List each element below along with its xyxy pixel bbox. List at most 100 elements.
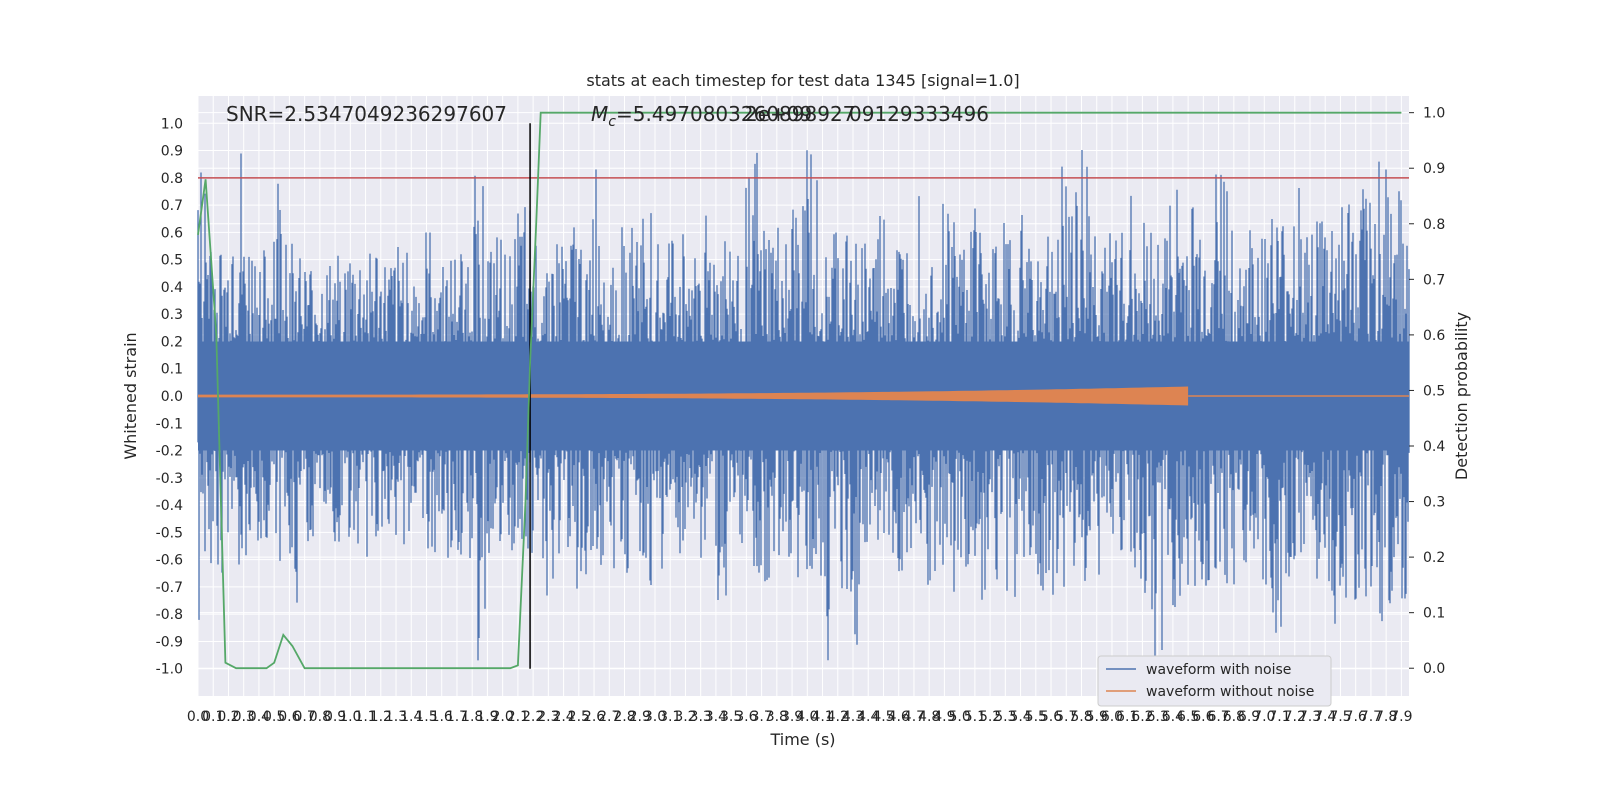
chirp-mass-tail: 09129333496 xyxy=(849,102,989,126)
y-tick-label: 0.3 xyxy=(161,307,183,323)
y-right-tick-label: 0.1 xyxy=(1423,606,1445,622)
x-tick-label: 4.9 xyxy=(933,709,955,725)
chirp-mass-symbol: M xyxy=(591,102,608,126)
legend-label-noise: waveform with noise xyxy=(1146,662,1291,678)
y-tick-label: 0.0 xyxy=(161,389,183,405)
x-tick-label: 4.6 xyxy=(888,709,910,725)
x-tick-label: 3.8 xyxy=(766,709,788,725)
x-tick-label: 1.9 xyxy=(476,709,498,725)
x-tick-label: 0.0 xyxy=(187,709,209,725)
y-tick-label: -0.6 xyxy=(156,553,183,569)
x-tick-label: 5.5 xyxy=(1025,709,1047,725)
y-tick-label: 0.8 xyxy=(161,171,183,187)
y-tick-label: 1.0 xyxy=(161,116,183,132)
x-tick-label: 0.6 xyxy=(278,709,300,725)
x-tick-label: 7.0 xyxy=(1253,709,1275,725)
y-right-tick-label: 0.3 xyxy=(1423,495,1445,511)
x-tick-label: 1.2 xyxy=(370,709,392,725)
x-tick-label: 6.3 xyxy=(1147,709,1169,725)
x-tick-label: 4.7 xyxy=(903,709,925,725)
y-tick-label: -1.0 xyxy=(156,662,183,678)
x-tick-label: 1.6 xyxy=(431,709,453,725)
y-tick-label: 0.9 xyxy=(161,144,183,160)
x-tick-label: 5.3 xyxy=(994,709,1016,725)
x-tick-label: 5.0 xyxy=(949,709,971,725)
y-tick-label: 0.4 xyxy=(161,280,183,296)
x-tick-label: 2.3 xyxy=(537,709,559,725)
chirp-mass-annotation: Mc=5.4970803260898927 xyxy=(591,102,855,130)
x-tick-label: 5.7 xyxy=(1055,709,1077,725)
y-axis-label: Whitened strain xyxy=(121,332,140,459)
legend: waveform with noise waveform without noi… xyxy=(1097,655,1332,707)
x-tick-label: 7.7 xyxy=(1360,709,1382,725)
x-tick-label: 3.9 xyxy=(781,709,803,725)
x-tick-label: 3.7 xyxy=(750,709,772,725)
x-tick-label: 0.1 xyxy=(202,709,224,725)
snr-annotation: SNR=2.5347049236297607 xyxy=(226,102,507,126)
x-tick-label: 6.2 xyxy=(1131,709,1153,725)
y-tick-label: 0.5 xyxy=(161,253,183,269)
x-tick-label: 4.1 xyxy=(811,709,833,725)
x-tick-label: 2.5 xyxy=(568,709,590,725)
x-tick-label: 3.1 xyxy=(659,709,681,725)
series-detection-probability xyxy=(197,111,1402,670)
y-right-axis-label: Detection probability xyxy=(1452,312,1471,480)
y-right-tick-label: 0.9 xyxy=(1423,161,1445,177)
x-tick-label: 6.5 xyxy=(1177,709,1199,725)
x-tick-label: 4.4 xyxy=(857,709,879,725)
x-tick-label: 5.4 xyxy=(1009,709,1031,725)
x-tick-label: 2.0 xyxy=(492,709,514,725)
x-tick-label: 6.1 xyxy=(1116,709,1138,725)
x-tick-label: 3.4 xyxy=(705,709,727,725)
y-tick-label: -0.2 xyxy=(156,444,183,460)
x-tick-label: 0.4 xyxy=(248,709,270,725)
x-tick-label: 3.3 xyxy=(690,709,712,725)
x-tick-label: 2.6 xyxy=(583,709,605,725)
x-tick-label: 7.8 xyxy=(1375,709,1397,725)
x-tick-label: 4.8 xyxy=(918,709,940,725)
y-tick-label: 0.6 xyxy=(161,225,183,241)
y-right-tick-label: 0.4 xyxy=(1423,439,1445,455)
x-tick-label: 0.5 xyxy=(263,709,285,725)
y-tick-label: -0.9 xyxy=(156,634,183,650)
x-tick-labels: 0.00.10.20.30.40.50.60.70.80.91.01.11.21… xyxy=(187,709,1413,725)
y-tick-label: 0.1 xyxy=(161,362,183,378)
y-tick-label: -0.4 xyxy=(156,498,183,514)
y-right-tick-label: 1.0 xyxy=(1423,106,1445,122)
y-right-tick-label: 0.6 xyxy=(1423,328,1445,344)
clean-waveform-envelope xyxy=(198,379,1189,418)
x-tick-label: 5.1 xyxy=(964,709,986,725)
x-tick-label: 1.4 xyxy=(400,709,422,725)
y-right-tick-label: 0.7 xyxy=(1423,272,1445,288)
y-tick-label: -0.8 xyxy=(156,607,183,623)
y-tick-label: -0.3 xyxy=(156,471,183,487)
x-axis-label: Time (s) xyxy=(769,730,835,749)
series-waveform-without-noise xyxy=(198,379,1409,418)
x-tick-label: 0.7 xyxy=(293,709,315,725)
y-tick-label: -0.1 xyxy=(156,416,183,432)
x-tick-label: 1.1 xyxy=(354,709,376,725)
x-tick-label: 0.2 xyxy=(217,709,239,725)
y-tick-labels: -1.0 -0.9 -0.8 -0.7 -0.6 -0.5 -0.4 -0.3 -0.2 -0.1… xyxy=(156,116,183,677)
x-tick-label: 4.3 xyxy=(842,709,864,725)
x-tick-label: 4.5 xyxy=(872,709,894,725)
x-tick-label: 7.3 xyxy=(1299,709,1321,725)
detection-probability-line xyxy=(197,111,1402,670)
x-tick-label: 7.2 xyxy=(1284,709,1306,725)
x-tick-label: 5.6 xyxy=(1040,709,1062,725)
x-tick-label: 2.9 xyxy=(629,709,651,725)
y-right-tick-label: 0.5 xyxy=(1423,383,1445,399)
y-tick-label: -0.7 xyxy=(156,580,183,596)
x-tick-label: 6.7 xyxy=(1207,709,1229,725)
x-tick-label: 0.3 xyxy=(233,709,255,725)
x-tick-label: 6.9 xyxy=(1238,709,1260,725)
x-tick-label: 1.8 xyxy=(461,709,483,725)
y-right-tick-label: 0.2 xyxy=(1423,550,1445,566)
x-tick-label: 0.8 xyxy=(309,709,331,725)
y-tick-label: -0.5 xyxy=(156,525,183,541)
legend-label-clean: waveform without noise xyxy=(1146,684,1314,700)
x-tick-label: 2.2 xyxy=(522,709,544,725)
x-tick-label: 0.9 xyxy=(324,709,346,725)
x-tick-label: 6.8 xyxy=(1223,709,1245,725)
y-right-tick-labels: 0.0 0.1 0.2 0.3 0.4 0.5 0.6 0.7 0.8 0.9 1.0 xyxy=(1409,106,1445,677)
